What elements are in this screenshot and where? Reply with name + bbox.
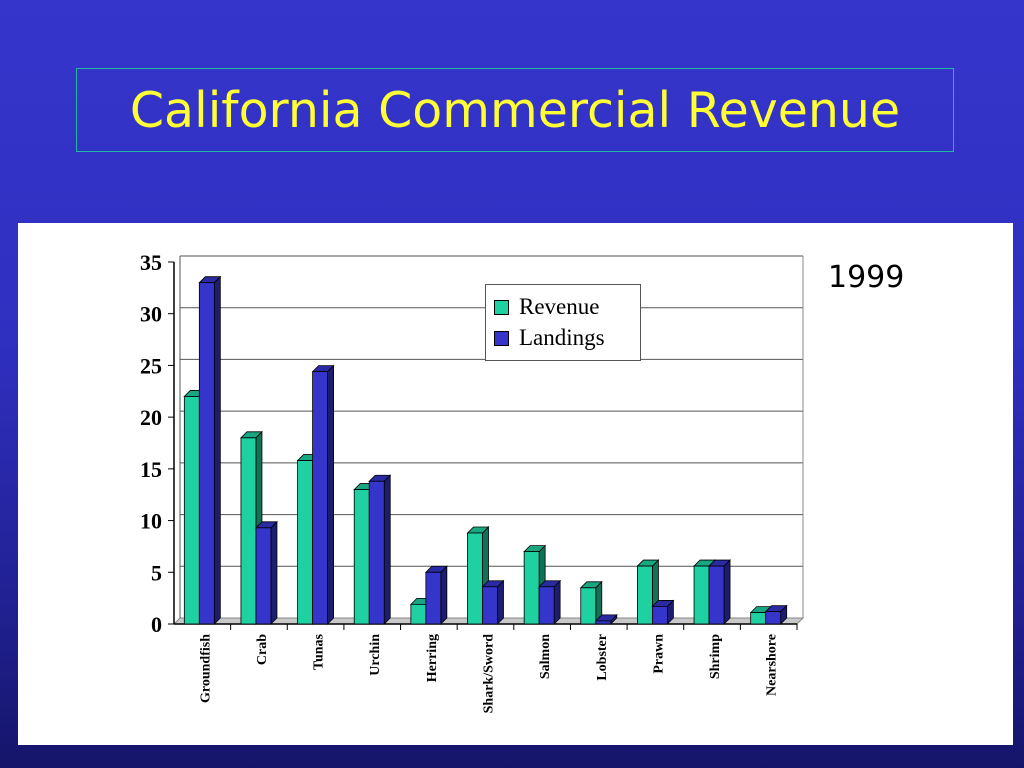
bar-landings-lobster — [595, 620, 612, 625]
bar-side-landings-shrimp — [723, 559, 731, 625]
bar-revenue-groundfish — [183, 396, 200, 625]
bar-landings-nearshore — [765, 611, 782, 625]
bar-revenue-herring — [410, 603, 427, 625]
bar-revenue-prawn — [637, 565, 653, 625]
x-tick-label: Nearshore — [765, 634, 780, 696]
y-tick-label: 35 — [140, 250, 162, 275]
bar-side-landings-urchin — [383, 474, 391, 625]
x-tick-label: Shrimp — [708, 634, 723, 679]
x-tick-label: Groundfish — [198, 634, 213, 703]
x-tick-label: Lobster — [595, 634, 610, 681]
x-tick-label: Crab — [255, 634, 270, 665]
bar-landings-crab — [255, 527, 272, 625]
bar-side-landings-crab — [270, 520, 278, 625]
bar-landings-salmon — [538, 586, 555, 625]
bar-landings-urchin — [368, 480, 385, 625]
bar-revenue-salmon — [523, 551, 540, 625]
x-tick-label: Herring — [425, 634, 440, 682]
bar-side-landings-salmon — [553, 579, 561, 625]
legend-label-revenue: Revenue — [519, 294, 600, 319]
bar-revenue-nearshore — [750, 612, 767, 625]
y-tick-label: 20 — [140, 405, 162, 430]
bar-landings-tunas — [312, 371, 328, 625]
bar-revenue-urchin — [353, 489, 370, 625]
legend-label-landings: Landings — [519, 325, 605, 350]
bar-landings-shrimp — [708, 565, 725, 625]
bar-landings-shark-sword — [482, 586, 498, 625]
y-tick-label: 10 — [140, 509, 162, 534]
slide-title: California Commercial Revenue — [129, 81, 901, 139]
bar-side-landings-groundfish — [213, 275, 221, 625]
bar-revenue-crab — [240, 437, 257, 625]
y-tick-label: 15 — [140, 457, 162, 482]
y-tick-label: 25 — [140, 353, 162, 378]
bar-landings-herring — [425, 571, 442, 625]
y-tick-label: 0 — [151, 612, 162, 637]
x-tick-label: Tunas — [312, 633, 327, 670]
legend-item-landings: Landings — [494, 323, 605, 353]
chart-legend: Revenue Landings — [485, 284, 641, 361]
y-tick-label: 5 — [151, 560, 162, 585]
legend-item-revenue: Revenue — [494, 292, 599, 322]
x-tick-label: Urchin — [368, 634, 383, 676]
bar-revenue-shark-sword — [467, 532, 483, 625]
legend-swatch-revenue — [494, 299, 509, 315]
bar-revenue-shrimp — [693, 565, 710, 625]
x-tick-label: Prawn — [651, 634, 666, 674]
legend-swatch-landings — [494, 330, 509, 346]
x-tick-label: Shark/Sword — [482, 634, 497, 714]
bar-side-landings-tunas — [327, 364, 334, 625]
x-tick-label: Salmon — [538, 634, 553, 679]
bar-side-landings-herring — [440, 565, 448, 625]
bar-side-landings-shark-sword — [497, 579, 504, 625]
year-annotation: 1999 — [828, 260, 905, 295]
bar-landings-prawn — [652, 606, 668, 625]
bar-landings-groundfish — [198, 282, 215, 625]
bar-revenue-lobster — [580, 587, 597, 625]
y-tick-label: 30 — [140, 302, 162, 327]
title-box: California Commercial Revenue — [76, 68, 954, 152]
bar-revenue-tunas — [297, 460, 313, 625]
